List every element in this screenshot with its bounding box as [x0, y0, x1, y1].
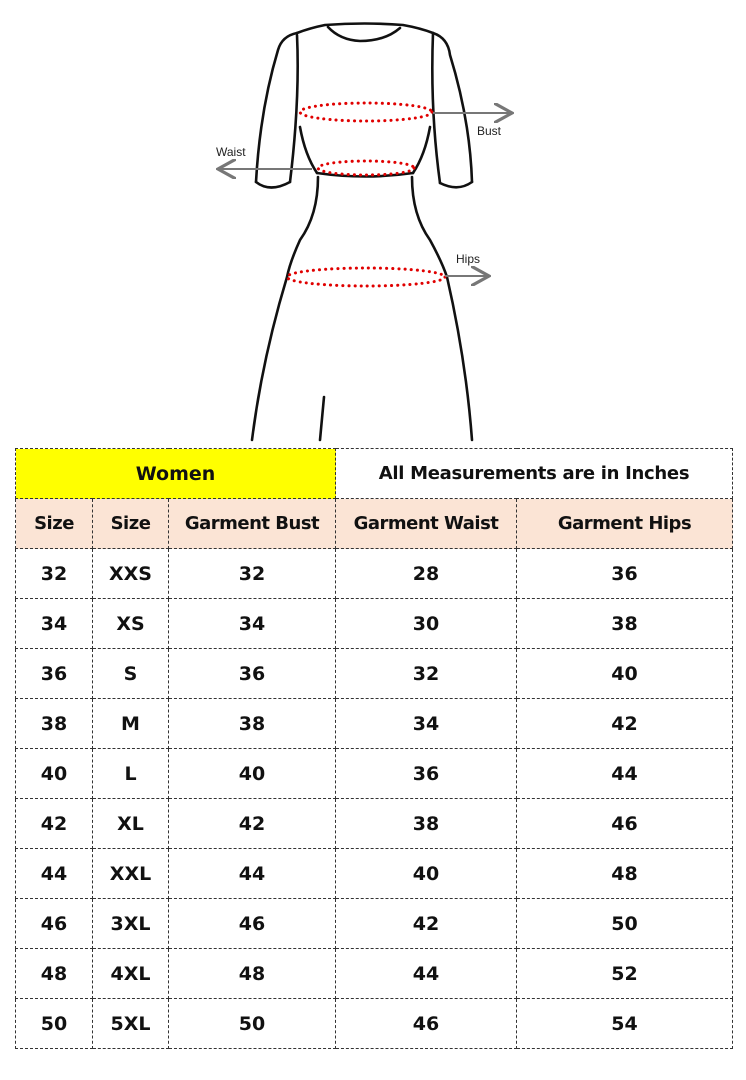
table-cell: 50 [167, 998, 337, 1049]
table-cell: 32 [335, 648, 518, 699]
table-cell: 48 [516, 848, 734, 899]
dress-measurement-diagram: Bust Waist Hips [216, 22, 746, 442]
table-row: 44 XXL 44 40 48 [15, 848, 734, 899]
column-header: Size [92, 498, 169, 549]
table-cell: 46 [15, 898, 93, 949]
table-cell: 32 [167, 548, 337, 599]
table-cell: 36 [15, 648, 93, 699]
table-row: 34 XS 34 30 38 [15, 598, 734, 649]
size-chart-table: Women All Measurements are in Inches Siz… [14, 448, 734, 1049]
table-cell: 38 [516, 598, 734, 649]
column-header: Size [15, 498, 93, 549]
table-cell: 50 [516, 898, 734, 949]
table-row: 48 4XL 48 44 52 [15, 948, 734, 999]
table-cell: 3XL [92, 898, 169, 949]
table-cell: 52 [516, 948, 734, 999]
column-header: Garment Waist [335, 498, 518, 549]
table-cell: 5XL [92, 998, 169, 1049]
bust-measure-line [298, 101, 434, 123]
table-row: 32 XXS 32 28 36 [15, 548, 734, 599]
bust-label: Bust [477, 124, 502, 138]
table-cell: 40 [15, 748, 93, 799]
hips-measure-line [285, 266, 447, 288]
table-cell: 30 [335, 598, 518, 649]
table-row: 46 3XL 46 42 50 [15, 898, 734, 949]
table-cell: 36 [335, 748, 518, 799]
table-cell: 34 [15, 598, 93, 649]
table-row: 40 L 40 36 44 [15, 748, 734, 799]
waist-measure-line [316, 159, 416, 177]
dress-outline [250, 22, 474, 442]
table-cell: 42 [335, 898, 518, 949]
women-title: Women [14, 448, 337, 499]
table-cell: 44 [167, 848, 337, 899]
table-cell: 40 [167, 748, 337, 799]
table-cell: 36 [167, 648, 337, 699]
table-cell: 44 [15, 848, 93, 899]
table-row: 38 M 38 34 42 [15, 698, 734, 749]
table-cell: S [92, 648, 169, 699]
hips-label: Hips [456, 252, 480, 266]
table-cell: 46 [167, 898, 337, 949]
table-cell: 40 [335, 848, 518, 899]
table-cell: 50 [15, 998, 93, 1049]
table-row: 50 5XL 50 46 54 [15, 998, 734, 1049]
measure-lines [285, 101, 447, 288]
table-cell: 38 [335, 798, 518, 849]
units-note: All Measurements are in Inches [335, 448, 734, 499]
table-cell: 42 [516, 698, 734, 749]
table-cell: 46 [335, 998, 518, 1049]
table-cell: 48 [15, 948, 93, 999]
table-row: 42 XL 42 38 46 [15, 798, 734, 849]
table-cell: 42 [15, 798, 93, 849]
table-cell: 38 [167, 698, 337, 749]
table-cell: 34 [167, 598, 337, 649]
table-cell: XXL [92, 848, 169, 899]
table-cell: XXS [92, 548, 169, 599]
table-cell: XL [92, 798, 169, 849]
header-row: Size Size Garment Bust Garment Waist Gar… [15, 498, 734, 549]
table-cell: M [92, 698, 169, 749]
table-cell: L [92, 748, 169, 799]
table-cell: 44 [335, 948, 518, 999]
table-cell: 42 [167, 798, 337, 849]
table-cell: 32 [15, 548, 93, 599]
table-cell: 46 [516, 798, 734, 849]
table-cell: XS [92, 598, 169, 649]
table-cell: 54 [516, 998, 734, 1049]
table-row: 36 S 36 32 40 [15, 648, 734, 699]
table-cell: 36 [516, 548, 734, 599]
waist-label: Waist [216, 145, 246, 159]
table-cell: 44 [516, 748, 734, 799]
table-cell: 38 [15, 698, 93, 749]
column-header: Garment Bust [167, 498, 337, 549]
title-row: Women All Measurements are in Inches [14, 448, 734, 499]
column-header: Garment Hips [516, 498, 734, 549]
table-cell: 48 [167, 948, 337, 999]
table-cell: 34 [335, 698, 518, 749]
table-cell: 4XL [92, 948, 169, 999]
table-cell: 40 [516, 648, 734, 699]
table-cell: 28 [335, 548, 518, 599]
